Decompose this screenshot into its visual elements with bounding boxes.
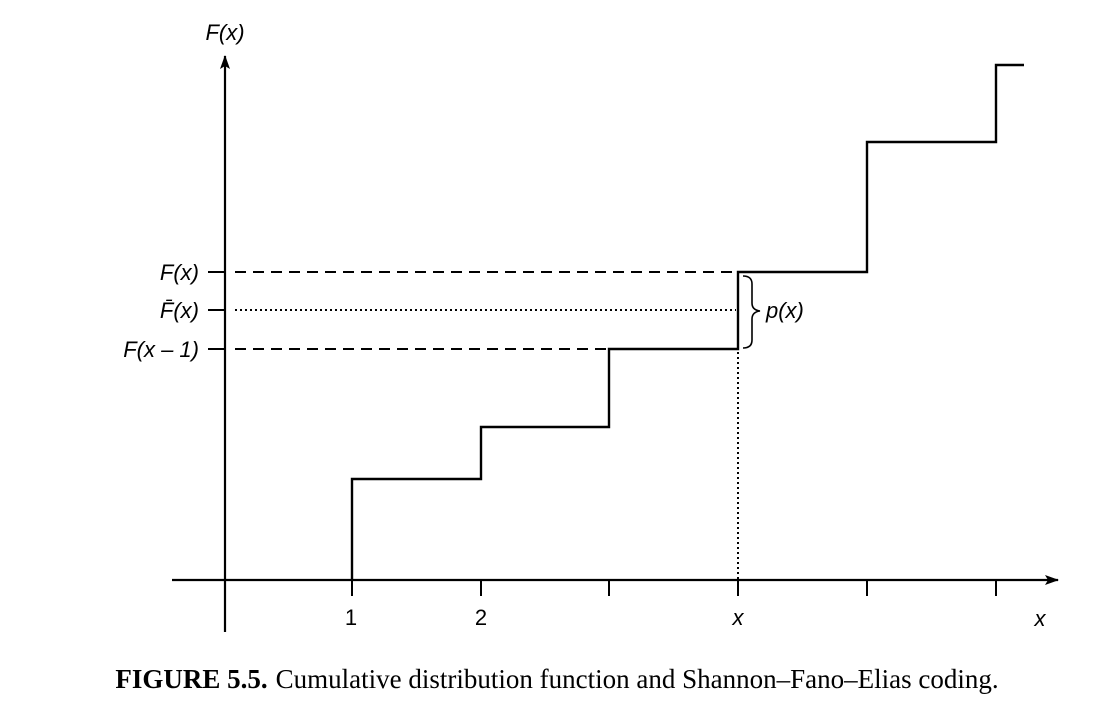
x-tick-label-x: x — [732, 605, 745, 630]
cdf-step-curve — [350, 63, 1024, 580]
y-axis-label: F(x) — [205, 20, 244, 45]
y-ticks — [208, 271, 225, 350]
x-ticks — [351, 580, 997, 596]
level-label-upper: F(x) — [160, 260, 199, 285]
figure-caption: FIGURE 5.5. Cumulative distribution funct… — [0, 664, 1114, 695]
figure-number: FIGURE 5.5. — [115, 664, 268, 694]
p-brace-label: p(x) — [765, 298, 804, 323]
x-tick-label-1: 1 — [345, 605, 357, 630]
p-brace — [742, 275, 761, 349]
x-tick-labels: 1 2 x — [345, 605, 745, 630]
level-label-lower: F(x – 1) — [123, 337, 199, 362]
x-axis-label: x — [1034, 606, 1047, 631]
level-label-middle: F̄(x) — [160, 298, 199, 323]
x-tick-label-2: 2 — [475, 605, 487, 630]
figure-caption-text: Cumulative distribution function and Sha… — [275, 664, 999, 694]
